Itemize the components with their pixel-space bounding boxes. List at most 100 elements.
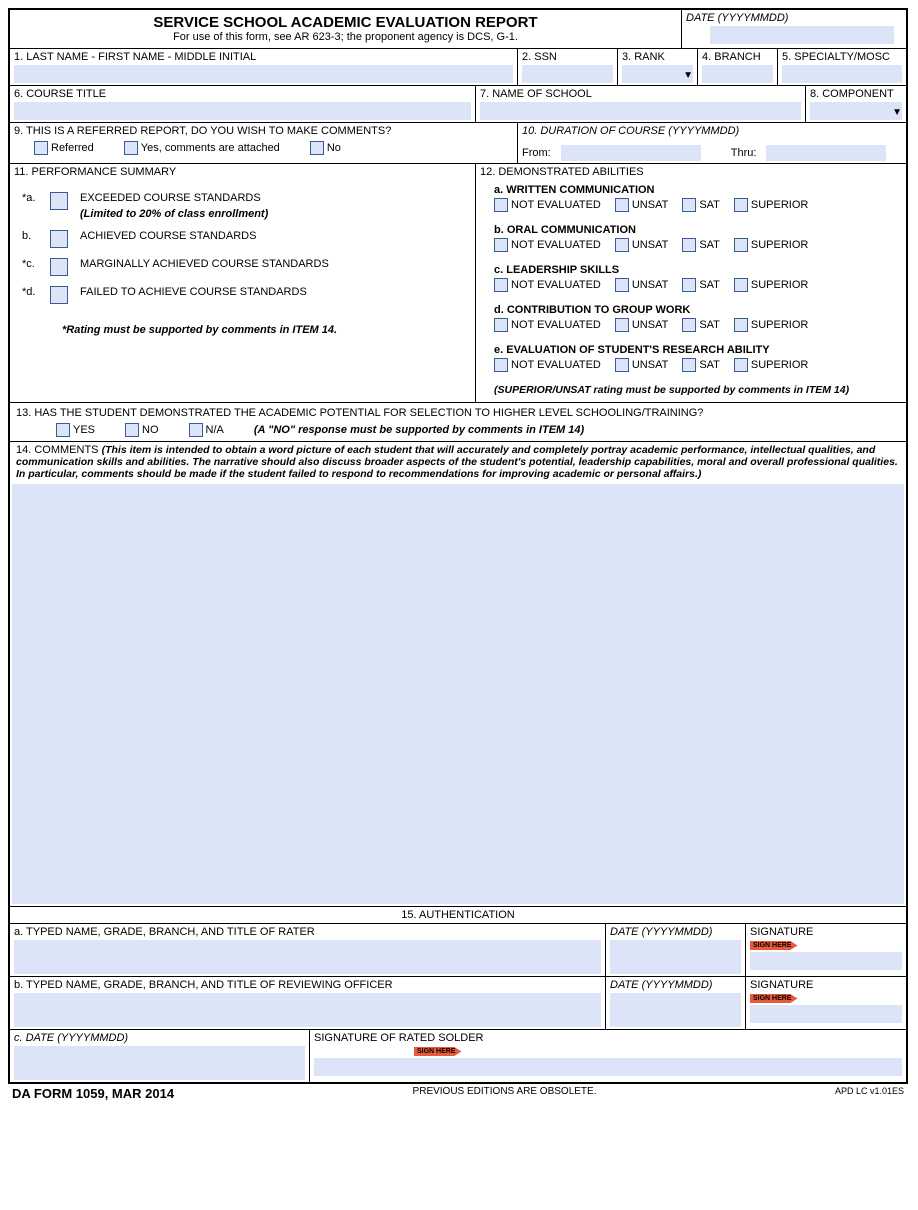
f11-a-checkbox[interactable] — [50, 192, 68, 210]
ability-e-opt3-checkbox[interactable] — [682, 358, 696, 372]
ability-c-options: NOT EVALUATEDUNSATSATSUPERIOR — [494, 278, 902, 292]
f6-label: 6. COURSE TITLE — [14, 88, 471, 100]
f15a-sig-input[interactable] — [750, 952, 902, 970]
f15a-label: a. TYPED NAME, GRADE, BRANCH, AND TITLE … — [14, 926, 601, 938]
f11-c-checkbox[interactable] — [50, 258, 68, 276]
f9-opt3: No — [327, 142, 341, 154]
ability-e-opt4-checkbox[interactable] — [734, 358, 748, 372]
f6-input[interactable] — [14, 102, 471, 120]
f8-input[interactable] — [810, 102, 902, 120]
f5-input[interactable] — [782, 65, 902, 83]
ability-a-opt3-checkbox[interactable] — [682, 198, 696, 212]
f15b-date-input[interactable] — [610, 993, 741, 1027]
f13-note: (A "NO" response must be supported by co… — [254, 424, 584, 436]
f13-yes-checkbox[interactable] — [56, 423, 70, 437]
f2-input[interactable] — [522, 65, 613, 83]
f9-yes-checkbox[interactable] — [124, 141, 138, 155]
f10-thru-input[interactable] — [766, 145, 886, 161]
ability-d-opt4-checkbox[interactable] — [734, 318, 748, 332]
ability-a-title: a. WRITTEN COMMUNICATION — [494, 184, 902, 196]
f14-note: (This item is intended to obtain a word … — [16, 444, 898, 480]
ability-d-title: d. CONTRIBUTION TO GROUP WORK — [494, 304, 902, 316]
ability-b-opt1-checkbox[interactable] — [494, 238, 508, 252]
f13-na-checkbox[interactable] — [189, 423, 203, 437]
ability-d-opt3-label: SAT — [699, 319, 720, 331]
f7-input[interactable] — [480, 102, 801, 120]
f15b-sig-input[interactable] — [750, 1005, 902, 1023]
f15c-sig-input[interactable] — [314, 1058, 902, 1076]
f15a-input[interactable] — [14, 940, 601, 974]
ability-c-opt4-checkbox[interactable] — [734, 278, 748, 292]
ability-d-opt4-label: SUPERIOR — [751, 319, 808, 331]
row-14: 14. COMMENTS (This item is intended to o… — [10, 442, 906, 907]
f13-na: N/A — [206, 424, 224, 436]
f15b-input[interactable] — [14, 993, 601, 1027]
ability-e-opt1-label: NOT EVALUATED — [511, 359, 601, 371]
f9-no-checkbox[interactable] — [310, 141, 324, 155]
component-dropdown-icon[interactable]: ▼ — [892, 107, 902, 118]
ability-a-opt4-checkbox[interactable] — [734, 198, 748, 212]
ability-d-opt2-checkbox[interactable] — [615, 318, 629, 332]
f13-no-checkbox[interactable] — [125, 423, 139, 437]
f15a-sign-flag-icon[interactable]: SIGN HERE — [750, 941, 798, 950]
f13-no: NO — [142, 424, 159, 436]
ability-b-opt4-label: SUPERIOR — [751, 239, 808, 251]
ability-e-opt2-checkbox[interactable] — [615, 358, 629, 372]
f15b-sign-flag-icon[interactable]: SIGN HERE — [750, 994, 798, 1003]
f12-label: 12. DEMONSTRATED ABILITIES — [480, 166, 902, 178]
ability-b-opt1-label: NOT EVALUATED — [511, 239, 601, 251]
ability-a-opt4-label: SUPERIOR — [751, 199, 808, 211]
f15c-date-label: c. DATE (YYYYMMDD) — [14, 1032, 305, 1044]
ability-c-opt3-checkbox[interactable] — [682, 278, 696, 292]
f11-a-marker: *a. — [22, 192, 50, 204]
ability-a-opt1-checkbox[interactable] — [494, 198, 508, 212]
ability-e-opt1-checkbox[interactable] — [494, 358, 508, 372]
ability-b-opt2-checkbox[interactable] — [615, 238, 629, 252]
ability-c-opt2-label: UNSAT — [632, 279, 668, 291]
f15a-date-input[interactable] — [610, 940, 741, 974]
comments-textarea[interactable] — [12, 484, 904, 904]
f14-label: 14. COMMENTS — [16, 444, 99, 456]
rank-dropdown-icon[interactable]: ▼ — [683, 70, 693, 81]
ability-e-title: e. EVALUATION OF STUDENT'S RESEARCH ABIL… — [494, 344, 902, 356]
f11-d-checkbox[interactable] — [50, 286, 68, 304]
ability-b-opt3-checkbox[interactable] — [682, 238, 696, 252]
f15-header: 15. AUTHENTICATION — [10, 907, 906, 924]
ability-c-opt1-label: NOT EVALUATED — [511, 279, 601, 291]
f15c-sign-flag-icon[interactable]: SIGN HERE — [414, 1047, 462, 1056]
f5-label: 5. SPECIALTY/MOSC — [782, 51, 902, 63]
date-input[interactable] — [710, 26, 894, 44]
f4-input[interactable] — [702, 65, 773, 83]
ability-b-opt2-label: UNSAT — [632, 239, 668, 251]
ability-c: c. LEADERSHIP SKILLSNOT EVALUATEDUNSATSA… — [494, 264, 902, 292]
form-subtitle: For use of this form, see AR 623-3; the … — [14, 31, 677, 43]
ability-d-opt1-checkbox[interactable] — [494, 318, 508, 332]
ability-c-opt2-checkbox[interactable] — [615, 278, 629, 292]
f15a-date-label: DATE (YYYYMMDD) — [610, 926, 741, 938]
ability-b-opt4-checkbox[interactable] — [734, 238, 748, 252]
f15b-sig-label: SIGNATURE — [750, 979, 902, 991]
ability-a: a. WRITTEN COMMUNICATIONNOT EVALUATEDUNS… — [494, 184, 902, 212]
ability-c-opt4-label: SUPERIOR — [751, 279, 808, 291]
ability-e-opt3-label: SAT — [699, 359, 720, 371]
f10-from-label: From: — [522, 147, 551, 159]
ability-c-opt1-checkbox[interactable] — [494, 278, 508, 292]
f15c-date-input[interactable] — [14, 1046, 305, 1080]
ability-a-opt2-checkbox[interactable] — [615, 198, 629, 212]
f11-note: *Rating must be supported by comments in… — [62, 324, 463, 336]
f12-note: (SUPERIOR/UNSAT rating must be supported… — [494, 384, 902, 396]
f11-b-text: ACHIEVED COURSE STANDARDS — [80, 230, 256, 242]
f11-a-note: (Limited to 20% of class enrollment) — [80, 208, 268, 220]
ability-e: e. EVALUATION OF STUDENT'S RESEARCH ABIL… — [494, 344, 902, 372]
ability-d-opt1-label: NOT EVALUATED — [511, 319, 601, 331]
f1-label: 1. LAST NAME - FIRST NAME - MIDDLE INITI… — [14, 51, 513, 63]
f15b-label: b. TYPED NAME, GRADE, BRANCH, AND TITLE … — [14, 979, 601, 991]
f9-referred-checkbox[interactable] — [34, 141, 48, 155]
f11-b-checkbox[interactable] — [50, 230, 68, 248]
f10-from-input[interactable] — [561, 145, 701, 161]
f1-input[interactable] — [14, 65, 513, 83]
ability-d-opt3-checkbox[interactable] — [682, 318, 696, 332]
row-15a: a. TYPED NAME, GRADE, BRANCH, AND TITLE … — [10, 924, 906, 977]
row-13: 13. HAS THE STUDENT DEMONSTRATED THE ACA… — [10, 403, 906, 442]
f9-opt1: Referred — [51, 142, 94, 154]
